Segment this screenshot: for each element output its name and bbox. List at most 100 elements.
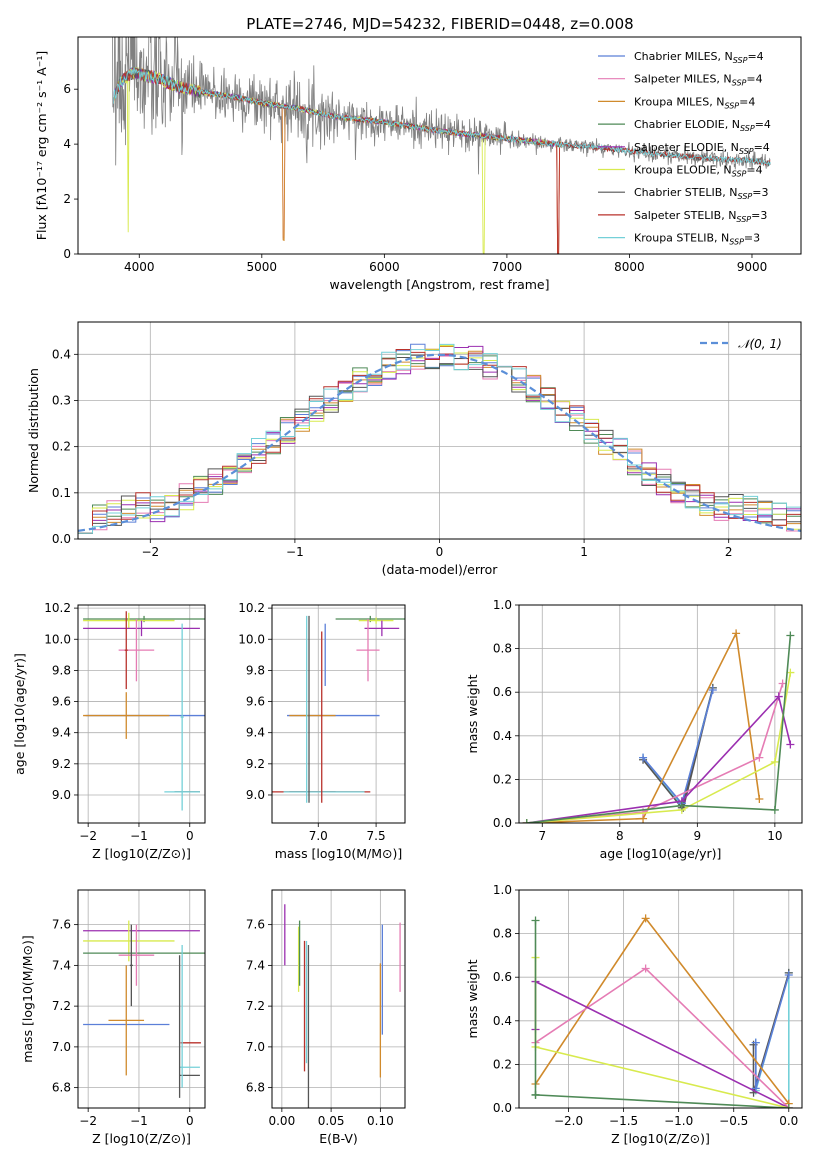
- x-tick-label: 7.0: [309, 829, 328, 843]
- x-tick-label: −2.0: [554, 1114, 583, 1128]
- x-tick-label: 7.5: [367, 829, 386, 843]
- histogram-series: [78, 349, 801, 539]
- x-tick-label: −1: [286, 545, 304, 559]
- panel-weight-vs-age: 7 8 9 10 0.0 0.2 0.4 0.6 0.8 1.0 age [log10(age/yr…: [465, 598, 803, 861]
- x-tick-label: 0.05: [318, 1114, 345, 1128]
- plot-area: [284, 904, 401, 1108]
- y-tick-label: 10.2: [238, 601, 265, 615]
- spectrum-model-line: [113, 67, 771, 167]
- weight-line: [754, 974, 790, 1089]
- axes-frame: [271, 604, 406, 824]
- y-tick-label: 9.2: [246, 757, 265, 771]
- x-tick-label: −2: [79, 1114, 97, 1128]
- x-tick-label: −1: [130, 829, 148, 843]
- y-tick-label: 0.4: [493, 1014, 512, 1028]
- legend-label: Kroupa STELIB, NSSP=3: [634, 232, 760, 247]
- x-tick-label: 0: [186, 829, 194, 843]
- y-tick-label: 6.8: [52, 1081, 71, 1095]
- spectrum-model-line: [113, 67, 563, 254]
- axes-frame: [271, 889, 406, 1109]
- y-tick-label: 7.2: [246, 999, 265, 1013]
- x-tick-label: −1.0: [664, 1114, 693, 1128]
- weight-marker: [522, 819, 531, 823]
- panel-residuals: −2 −1 0 1 2 0.0 0.1 0.2 0.3 0.4 (data-model)/error…: [26, 321, 802, 577]
- y-axis-label: mass weight: [465, 959, 480, 1038]
- x-tick-label: 7: [538, 829, 546, 843]
- legend-label: Chabrier ELODIE, NSSP=4: [634, 118, 771, 133]
- y-tick-label: 9.0: [52, 788, 71, 802]
- x-axis-label: age [log10(age/yr)]: [600, 846, 722, 861]
- y-tick-label: 1.0: [493, 598, 512, 612]
- x-tick-label: 2: [725, 545, 733, 559]
- y-tick-label: 9.4: [246, 726, 265, 740]
- y-tick-label: 9.4: [52, 726, 71, 740]
- spectrum-model-line: [113, 67, 562, 254]
- y-tick-label: 9.0: [246, 788, 265, 802]
- axes-frame: [77, 604, 206, 824]
- weight-marker: [755, 753, 764, 762]
- y-tick-label: 0.6: [493, 970, 512, 984]
- x-axis-label: Z [log10(Z/Z⊙)]: [92, 846, 191, 861]
- panel-weight-vs-Z: −2.0 −1.5 −1.0 −0.5 0.0 0.0 0.2 0.4 0.6 0.8 1.0 Z […: [465, 883, 803, 1146]
- weight-line: [642, 687, 714, 808]
- weight-marker: [708, 686, 717, 695]
- y-tick-label: 0.2: [493, 1057, 512, 1071]
- x-axis-label: Z [log10(Z/Z⊙)]: [92, 1131, 191, 1146]
- x-tick-label: 0.00: [268, 1114, 295, 1128]
- y-tick-label: 7.0: [246, 1040, 265, 1054]
- y-tick-label: 0.4: [493, 729, 512, 743]
- y-tick-label: 9.2: [52, 757, 71, 771]
- weight-line: [526, 635, 792, 823]
- y-tick-label: 10.0: [44, 632, 71, 646]
- legend-label: 𝒩(0, 1): [738, 337, 782, 351]
- weight-line: [534, 957, 789, 1108]
- legend-label: Salpeter ELODIE, NSSP=4: [634, 141, 770, 156]
- axes-frame: [518, 604, 803, 824]
- weight-line: [526, 672, 792, 823]
- weight-marker: [770, 805, 779, 814]
- weight-marker: [770, 757, 779, 766]
- weight-marker: [784, 971, 793, 980]
- x-tick-label: 6000: [369, 260, 400, 274]
- normal-curve: [78, 353, 801, 532]
- axes-frame: [77, 321, 802, 540]
- spectrum-model-line: [113, 67, 563, 254]
- x-tick-label: −1: [130, 1114, 148, 1128]
- y-axis-label: mass [log10(M/M⊙)]: [20, 935, 35, 1063]
- weight-marker: [641, 964, 650, 973]
- y-tick-label: 0.8: [493, 927, 512, 941]
- panel-spectrum: 4000 5000 6000 7000 8000 9000 0 2 4 6 wavelength […: [34, 36, 802, 292]
- y-tick-label: 9.6: [246, 695, 265, 709]
- y-tick-label: 7.6: [246, 918, 265, 932]
- legend-label: Chabrier MILES, NSSP=4: [634, 50, 764, 65]
- weight-line: [535, 967, 790, 1108]
- y-tick-label: 0.8: [493, 642, 512, 656]
- x-axis-label: (data-model)/error: [382, 562, 499, 577]
- panel-mass-vs-EBV: 0.00 0.05 0.10 6.8 7.0 7.2 7.4 7.6 E(B-V): [246, 889, 406, 1146]
- plot-area: [83, 611, 205, 811]
- x-tick-label: 9: [694, 829, 702, 843]
- x-axis-label: mass [log10(M/M⊙)]: [275, 846, 403, 861]
- x-tick-label: −1.5: [609, 1114, 638, 1128]
- plot-area: [531, 914, 793, 1108]
- y-tick-label: 7.2: [52, 999, 71, 1013]
- x-tick-label: −0.5: [719, 1114, 748, 1128]
- x-tick-label: 10: [767, 829, 782, 843]
- plot-area: [112, 37, 771, 254]
- y-tick-label: 0.0: [493, 1101, 512, 1115]
- x-axis-label: wavelength [Angstrom, rest frame]: [329, 277, 549, 292]
- panel-age-vs-mass: 7.0 7.5 9.0 9.2 9.4 9.6 9.8 10.0 10.2 mass [log10…: [238, 601, 406, 861]
- y-tick-label: 7.4: [52, 958, 71, 972]
- weight-line: [526, 630, 761, 823]
- legend-label: Chabrier STELIB, NSSP=3: [634, 186, 768, 201]
- weight-line: [534, 916, 790, 1105]
- weight-line: [526, 694, 792, 823]
- weight-marker: [751, 1038, 760, 1047]
- weight-marker: [641, 914, 650, 923]
- x-tick-label: 0.10: [367, 1114, 394, 1128]
- legend-label: Kroupa ELODIE, NSSP=4: [634, 164, 763, 179]
- y-axis-label: mass weight: [465, 674, 480, 753]
- x-axis-label: E(B-V): [319, 1131, 358, 1146]
- x-tick-label: 0: [186, 1114, 194, 1128]
